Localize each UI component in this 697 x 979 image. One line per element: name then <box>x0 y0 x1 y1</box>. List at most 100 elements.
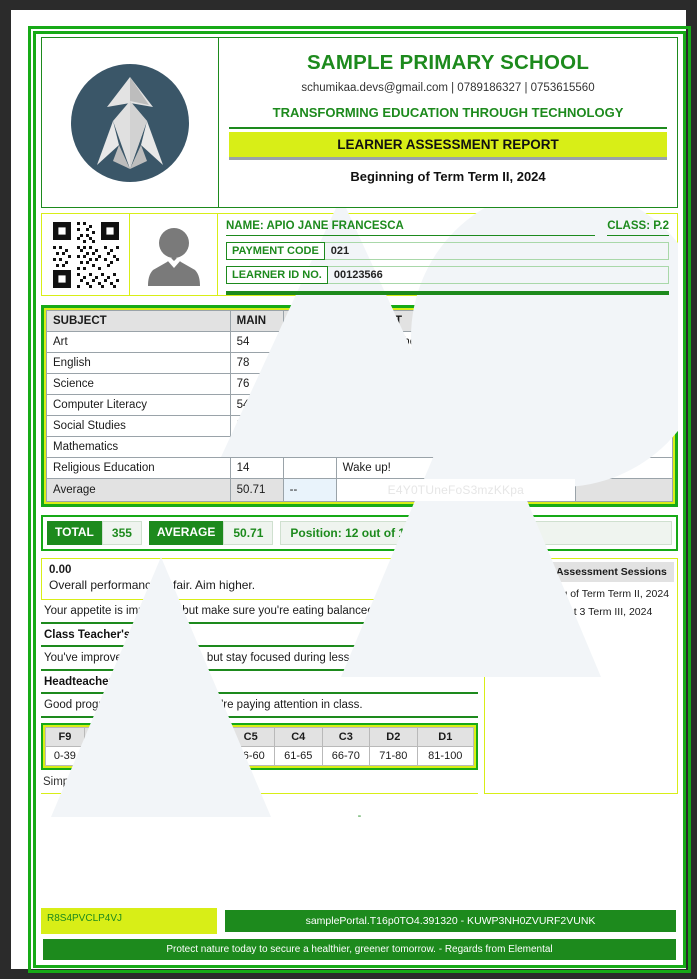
grade-label: F9 <box>45 727 85 747</box>
col-subject: SUBJECT <box>46 310 231 332</box>
learner-class: CLASS: P.2 <box>607 220 669 236</box>
report-sheet: SAMPLE PRIMARY SCHOOL schumikaa.devs@gma… <box>11 10 691 973</box>
cell-set1 <box>282 415 337 437</box>
col-tr-initials: TR. INITIALS <box>575 310 673 332</box>
total-value: 355 <box>101 521 142 545</box>
grade-label: D1 <box>416 727 475 747</box>
cell-set1 <box>282 331 337 353</box>
average-chip: AVERAGE 50.71 <box>148 521 274 545</box>
school-logo-cell <box>42 38 219 207</box>
cell-subject: Religious Education <box>46 457 231 479</box>
table-row: Mathematics 23 You can do better than th… <box>46 436 673 458</box>
footer-message: Protect nature today to secure a healthi… <box>41 937 678 962</box>
learner-name: NAME: APIO JANE FRANCESCA <box>226 220 596 236</box>
cell-subject: Social Studies <box>46 415 231 437</box>
payment-code-label: PAYMENT CODE <box>226 242 325 260</box>
frame-inner-border <box>33 31 686 968</box>
table-row-average: Average 50.71 -- E4Y0TUneFoS3mzKKpa <box>46 478 673 502</box>
grade-range: 81-100 <box>416 746 475 766</box>
cell-initials <box>575 415 673 437</box>
notes-body: - <box>357 810 362 822</box>
subjects-table-header-row: SUBJECT MAIN SET 1 COMMENT TR. INITIALS <box>46 310 673 332</box>
cell-set1 <box>282 352 337 374</box>
report-header: SAMPLE PRIMARY SCHOOL schumikaa.devs@gma… <box>41 37 678 208</box>
school-name: SAMPLE PRIMARY SCHOOL <box>306 51 590 74</box>
subjects-table: SUBJECT MAIN SET 1 COMMENT TR. INITIALS … <box>46 310 673 502</box>
cell-subject: Mathematics <box>46 436 231 458</box>
cell-set1 <box>282 436 337 458</box>
headteacher-comment-title: Headteacher's Comment <box>41 671 478 694</box>
cell-comment: Fair Aim higher <box>335 394 577 416</box>
cell-main: 54 <box>229 394 284 416</box>
user-avatar-icon <box>147 227 200 286</box>
grade-range: 61-65 <box>273 746 323 766</box>
grade-label: C5 <box>226 727 275 747</box>
table-row: English 78 Good G.G.B <box>46 352 673 374</box>
grade-label: C4 <box>273 727 323 747</box>
class-teacher-comment-title: Class Teacher's Comment <box>41 624 478 647</box>
cell-comment: Good <box>335 352 577 374</box>
qr-code-cell <box>42 214 130 295</box>
cell-subject: Science <box>46 373 231 395</box>
grade-range: 71-80 <box>369 746 418 766</box>
payment-code-row: PAYMENT CODE 021 <box>226 242 669 260</box>
col-main: MAIN <box>229 310 284 332</box>
learner-bottom-rule <box>226 291 669 295</box>
performance-text: Overall performance is fair. Aim higher. <box>49 578 256 592</box>
cell-subject: Art <box>46 331 231 353</box>
footer-code: R8S4PVCLP4VJ <box>41 908 217 934</box>
rocket-arrow-logo-icon <box>71 63 189 182</box>
grading-scale-ranges-row: 0-39 40-45 46-50 51-55 56-60 61-65 66-70… <box>45 746 475 766</box>
grade-label: C6 <box>178 727 228 747</box>
cell-main: 56 <box>229 415 284 437</box>
grade-range: 40-45 <box>83 746 133 766</box>
continuous-assessment-sessions: Continuous Assessment Sessions Main: Beg… <box>484 558 678 794</box>
table-row: Art 54 Fair Aim higher ... <box>46 331 673 353</box>
qr-code-icon <box>49 218 122 291</box>
table-watermark: E4Y0TUneFoS3mzKKpa <box>387 483 524 497</box>
cell-initials <box>575 436 673 458</box>
subjects-table-wrapper: SUBJECT MAIN SET 1 COMMENT TR. INITIALS … <box>41 305 678 507</box>
cell-comment: Wake up! <box>335 457 577 479</box>
report-footer: R8S4PVCLP4VJ samplePortal.T16p0TO4.39132… <box>41 908 678 962</box>
cell-initials <box>575 457 673 479</box>
headteacher-comment-text: Good progress, but make sure you're payi… <box>41 694 478 718</box>
learner-id-label: LEARNER ID NO. <box>226 266 328 284</box>
cell-comment: Good <box>335 373 577 395</box>
table-row: Computer Literacy 54 Fair Aim higher <box>46 394 673 416</box>
position-value: Position: 12 out of 19 <box>280 521 672 545</box>
grade-range: 56-60 <box>226 746 275 766</box>
cell-initials: ... <box>575 331 673 353</box>
cell-subject: Computer Literacy <box>46 394 231 416</box>
cell-initials <box>575 394 673 416</box>
cell-main: 23 <box>229 436 284 458</box>
learner-details: NAME: APIO JANE FRANCESCA CLASS: P.2 PAY… <box>218 214 677 295</box>
cell-comment: You can do better than this <box>335 436 577 458</box>
learner-id-row: LEARNER ID NO. 00123566 <box>226 266 669 284</box>
cell-initials: G.G.B <box>575 352 673 374</box>
cell-main: 78 <box>229 352 284 374</box>
cell-set1 <box>282 394 337 416</box>
cell-main: 14 <box>229 457 284 479</box>
grading-scale-wrapper: F9 P8 P7 C6 C5 C4 C3 D2 D1 0-39 40 <box>41 723 478 770</box>
grading-scale-grades-row: F9 P8 P7 C6 C5 C4 C3 D2 D1 <box>45 727 475 747</box>
notes-title: Simple Notes <box>41 770 478 794</box>
header-main: SAMPLE PRIMARY SCHOOL schumikaa.devs@gma… <box>219 38 677 207</box>
cell-comment: Fair Aim higher <box>335 331 577 353</box>
grade-label: C3 <box>321 727 371 747</box>
cell-main: 54 <box>229 331 284 353</box>
session-item: Set 1: Sample Set 3 Term III, 2024 <box>492 606 653 618</box>
cell-set1 <box>282 373 337 395</box>
cell-average-main: 50.71 <box>229 478 284 502</box>
average-value: 50.71 <box>223 521 274 545</box>
grading-scale-table: F9 P8 P7 C6 C5 C4 C3 D2 D1 0-39 40 <box>45 727 475 766</box>
report-content: SAMPLE PRIMARY SCHOOL schumikaa.devs@gma… <box>41 37 678 962</box>
school-tagline: TRANSFORMING EDUCATION THROUGH TECHNOLOG… <box>272 105 624 120</box>
footer-id: samplePortal.T16p0TO4.391320 - KUWP3NH0Z… <box>223 908 678 934</box>
grade-range: 0-39 <box>45 746 85 766</box>
report-title-band: LEARNER ASSESSMENT REPORT <box>229 132 667 157</box>
health-note: Your appetite is improving, but make sur… <box>41 600 478 624</box>
school-contact: schumikaa.devs@gmail.com | 0789186327 | … <box>301 82 595 94</box>
header-divider-gray <box>229 157 667 160</box>
frame-outer-border <box>28 26 691 973</box>
